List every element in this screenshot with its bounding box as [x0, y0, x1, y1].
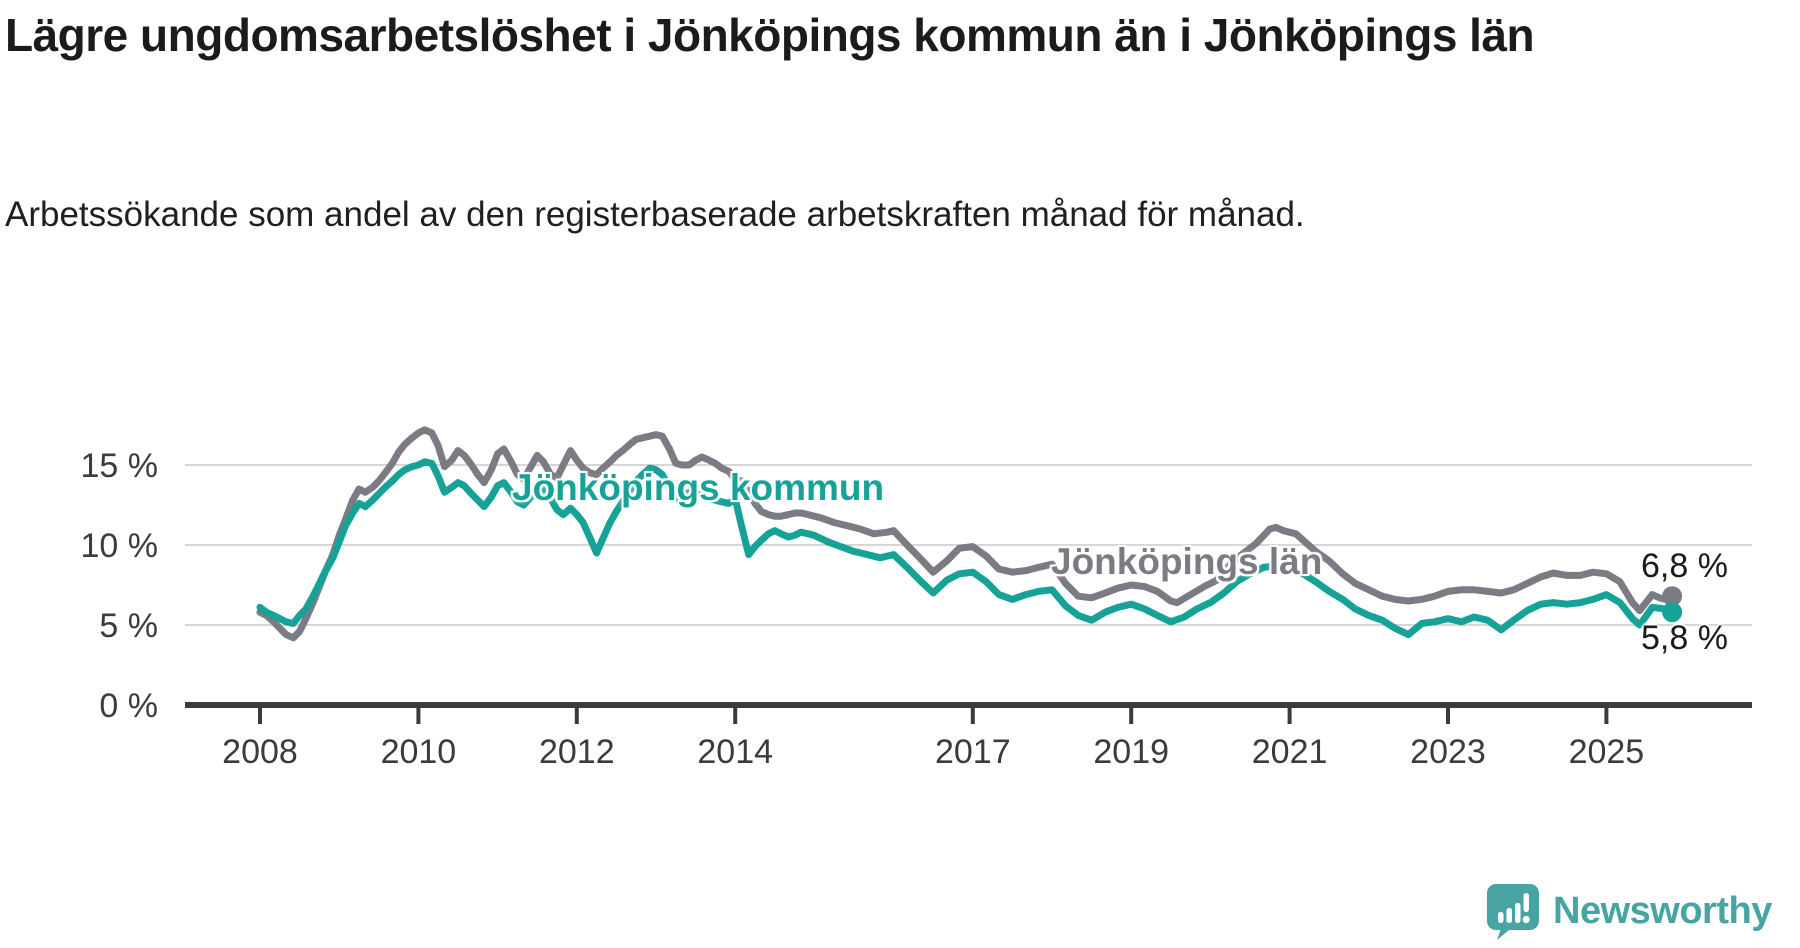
- x-tick-label: 2014: [697, 733, 773, 771]
- x-tick-label: 2019: [1093, 733, 1169, 771]
- end-value-lan: 6,8 %: [1641, 547, 1728, 585]
- x-tick-label: 2008: [222, 733, 298, 771]
- x-tick-label: 2010: [381, 733, 457, 771]
- series-label-kommun: Jönköpings kommun: [512, 467, 885, 508]
- y-tick-label: 15 %: [81, 447, 159, 485]
- x-tick-label: 2025: [1569, 733, 1645, 771]
- end-dot-kommun: [1662, 602, 1683, 623]
- series-label-lan: Jönköpings län: [1051, 541, 1323, 582]
- x-tick-label: 2017: [935, 733, 1011, 771]
- series-line-lan: [256, 426, 1676, 642]
- y-tick-label: 0 %: [99, 687, 158, 725]
- x-tick-label: 2012: [539, 733, 615, 771]
- x-tick-label: 2023: [1410, 733, 1486, 771]
- end-value-kommun: 5,8 %: [1641, 619, 1728, 657]
- end-dot-lan: [1662, 586, 1683, 607]
- page-title: Lägre ungdomsarbetslöshet i Jönköpings k…: [5, 9, 1535, 61]
- newsworthy-bubble-icon: [1487, 884, 1539, 940]
- brand-name: Newsworthy: [1553, 889, 1772, 932]
- y-tick-label: 5 %: [99, 607, 158, 645]
- x-tick-label: 2021: [1252, 733, 1328, 771]
- y-tick-label: 10 %: [81, 527, 159, 565]
- newsworthy-logo: Newsworthy: [1486, 882, 1772, 940]
- page-subtitle: Arbetssökande som andel av den registerb…: [5, 195, 1305, 234]
- series-line-kommun: [256, 458, 1676, 639]
